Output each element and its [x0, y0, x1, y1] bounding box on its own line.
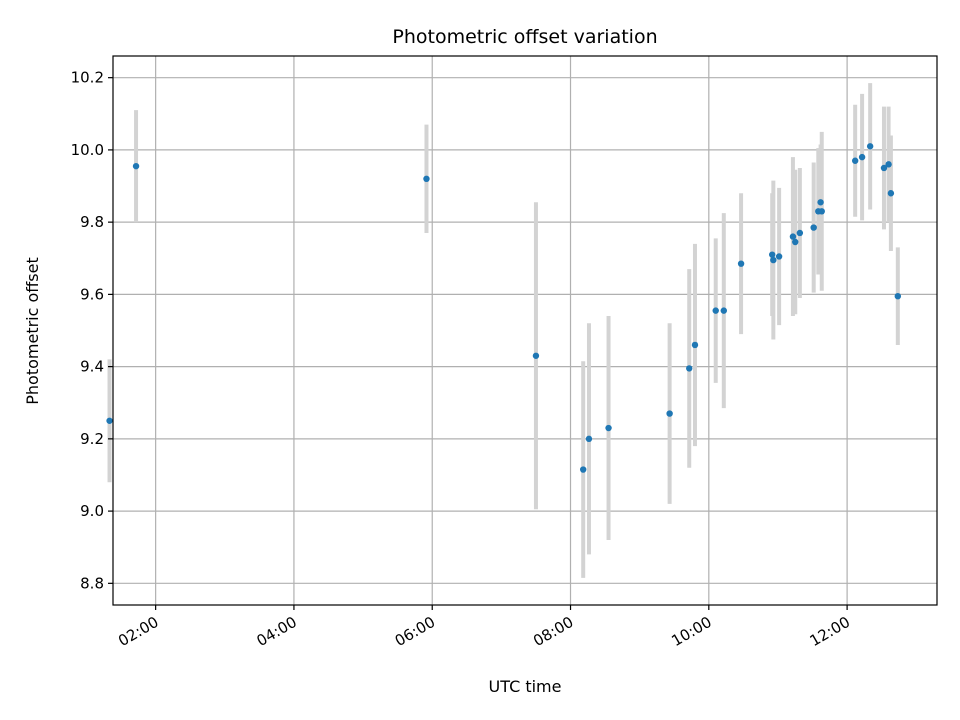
data-point: [666, 410, 673, 417]
data-point: [866, 143, 874, 150]
x-tick-label: 12:00: [807, 613, 853, 650]
x-tick-label: 04:00: [253, 613, 299, 650]
x-tick-label: 10:00: [668, 613, 714, 650]
data-point: [851, 157, 859, 164]
data-point: [885, 161, 892, 168]
data-point: [789, 233, 797, 240]
y-tick-label: 8.8: [80, 574, 104, 592]
data-point: [818, 208, 825, 215]
y-axis-label: Photometric offset: [23, 257, 42, 405]
y-tick-label: 10.2: [71, 69, 104, 87]
data-point: [770, 256, 777, 264]
y-axis-ticks: 8.8 9.0 9.2 9.4 9.6 9.8 10.0 10.2: [71, 69, 113, 592]
data-point: [792, 238, 799, 246]
data-point: [712, 307, 719, 314]
data-points: [106, 143, 902, 473]
y-tick-label: 9.4: [80, 358, 104, 376]
y-tick-label: 10.0: [71, 141, 104, 159]
chart-title: Photometric offset variation: [392, 26, 657, 48]
data-point: [532, 352, 540, 359]
data-point: [585, 435, 593, 443]
data-point: [423, 175, 430, 183]
error-bars: [107, 83, 900, 578]
data-point: [132, 162, 140, 170]
data-point: [894, 292, 902, 300]
y-tick-label: 9.6: [80, 285, 104, 303]
x-axis-label: UTC time: [489, 677, 562, 696]
x-tick-label: 06:00: [392, 613, 438, 650]
x-tick-label: 08:00: [530, 613, 576, 650]
grid-lines: [113, 56, 937, 605]
y-tick-label: 9.2: [80, 430, 104, 448]
x-tick-label: 02:00: [115, 613, 161, 650]
data-point: [579, 466, 587, 473]
data-point: [737, 260, 745, 267]
data-point: [691, 341, 699, 349]
data-point: [858, 153, 866, 161]
data-point: [796, 229, 804, 237]
data-point: [880, 164, 888, 172]
data-point: [887, 190, 895, 197]
data-point: [106, 417, 113, 424]
x-axis-ticks: 02:00 04:00 06:00 08:00 10:00 12:00: [115, 605, 853, 650]
data-point: [686, 365, 693, 372]
data-point: [817, 199, 824, 206]
data-point: [769, 251, 776, 258]
y-tick-label: 9.8: [80, 213, 104, 231]
y-tick-label: 9.0: [80, 502, 104, 520]
data-point: [810, 224, 817, 231]
data-point: [775, 253, 783, 260]
data-point: [720, 307, 727, 314]
plot-area-frame: [112, 55, 938, 606]
data-point: [605, 424, 612, 432]
